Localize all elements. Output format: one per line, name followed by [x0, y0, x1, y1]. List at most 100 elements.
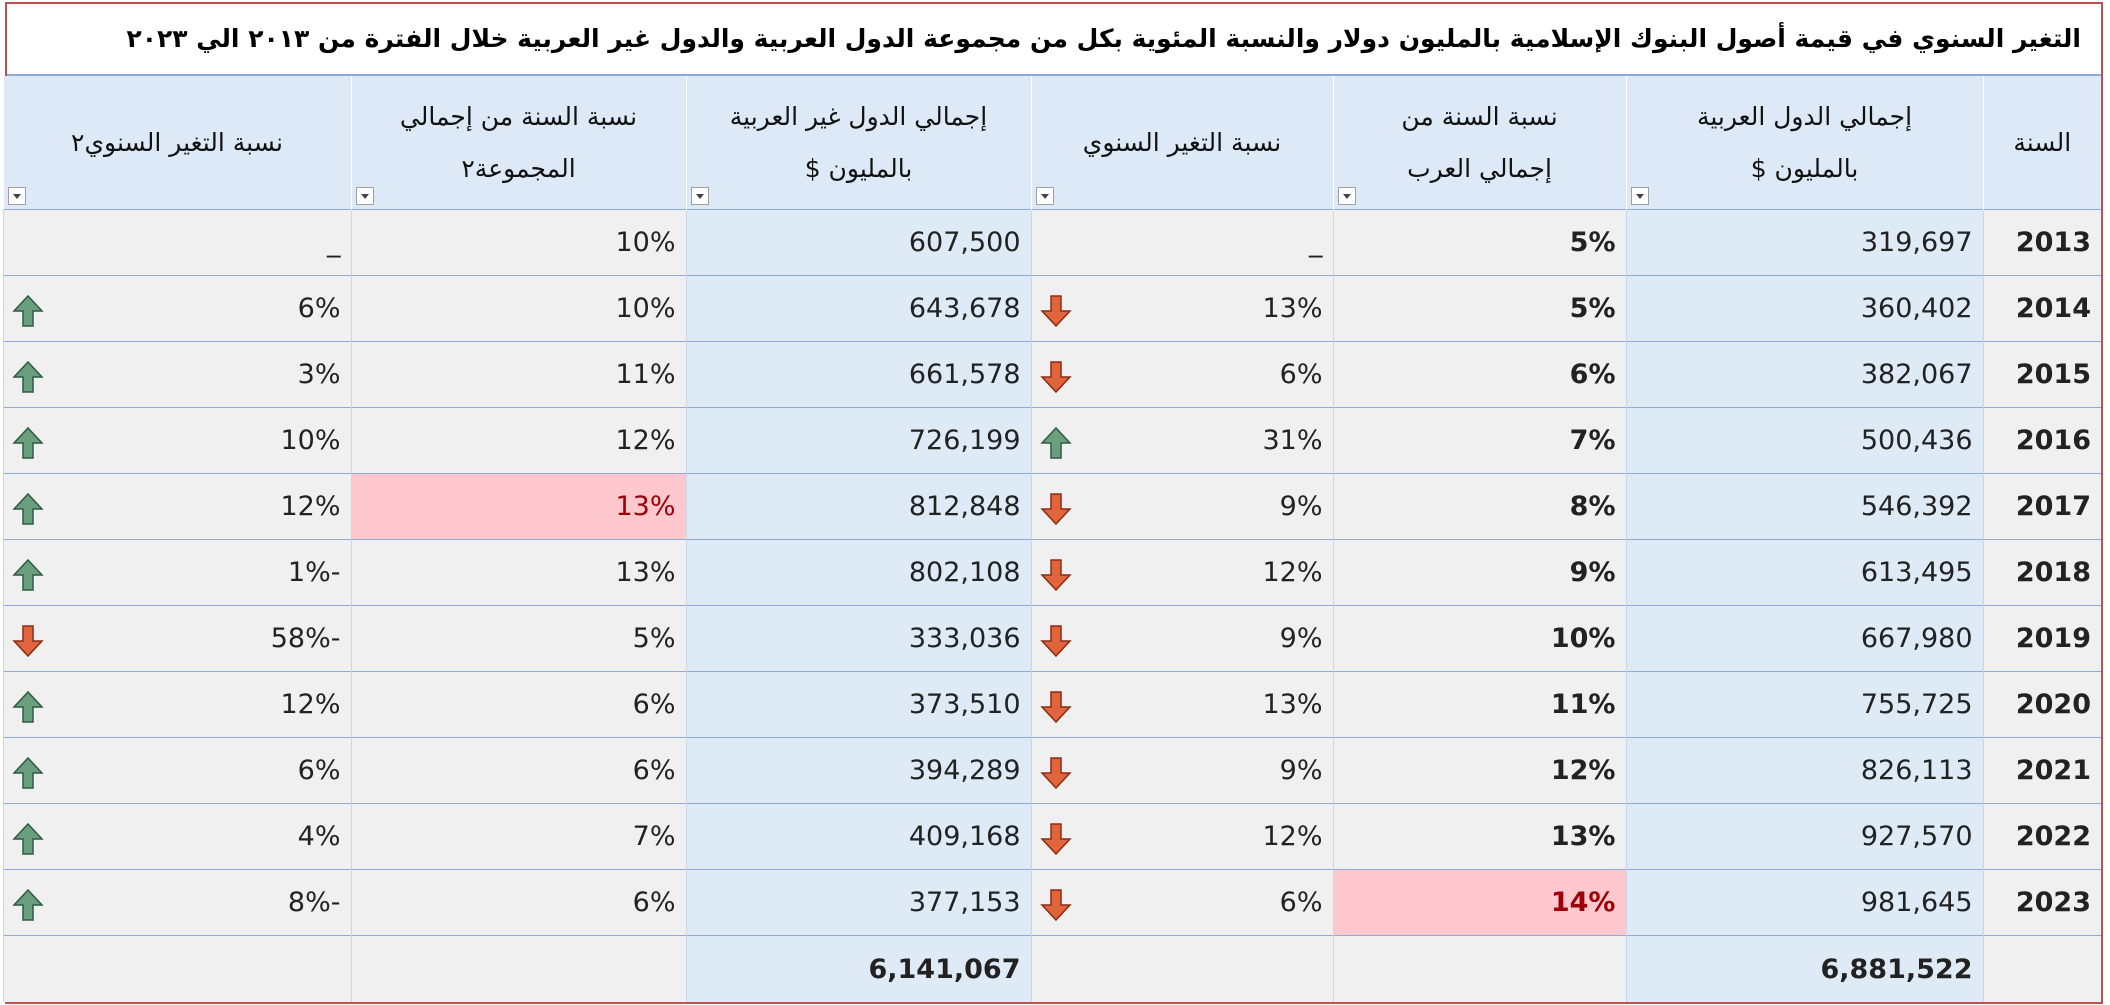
data-row: 2023 981,645 14% 6% 377,153 6% -8% — [2, 869, 2101, 936]
arrow-up-icon — [11, 558, 44, 591]
value-cell: 11% — [350, 341, 686, 408]
year-cell: 2018 — [1982, 539, 2101, 606]
column-header: السنة — [1982, 76, 2101, 210]
value-cell: 726,199 — [685, 407, 1031, 474]
header-line: المجموعة٢ — [461, 153, 576, 183]
filter-button[interactable] — [7, 187, 26, 205]
value-cell: 12% — [350, 407, 686, 474]
filter-button[interactable] — [1035, 187, 1054, 205]
year-cell: 2014 — [1982, 275, 2101, 342]
value-cell: 9% — [1030, 473, 1333, 540]
arrow-shape — [1039, 823, 1072, 856]
value-cell: 755,725 — [1625, 671, 1983, 738]
arrow-down-icon — [1039, 889, 1072, 922]
value-cell: 382,067 — [1625, 341, 1983, 408]
year-cell: 2017 — [1982, 473, 2101, 540]
arrow-shape — [11, 294, 44, 327]
data-row: 2022 927,570 13% 12% 409,168 7% 4% — [2, 803, 2101, 870]
filter-button[interactable] — [355, 187, 374, 205]
value-cell: 643,678 — [685, 275, 1031, 342]
year-cell: 2019 — [1982, 605, 2101, 672]
value-cell: 13% — [350, 473, 686, 540]
arrow-down-icon — [11, 625, 44, 658]
cell — [1030, 935, 1333, 1002]
value-cell: 6% — [350, 869, 686, 936]
value-cell: 6% — [1332, 341, 1626, 408]
data-row: 2013 319,697 5% _ 607,500 10% _ — [2, 209, 2101, 276]
header-line: إجمالي الدول غير العربية — [729, 101, 988, 131]
arrow-down-icon — [1039, 757, 1072, 790]
column-header: نسبة التغير السنوي٢ — [2, 76, 351, 210]
arrow-shape — [11, 756, 44, 789]
value-cell: 10% — [1332, 605, 1626, 672]
header-line: نسبة التغير السنوي — [1082, 127, 1282, 157]
year-cell: 2023 — [1982, 869, 2101, 936]
arab-total: 6,881,522 — [1625, 935, 1983, 1002]
arrow-up-icon — [11, 822, 44, 855]
arrow-shape — [1039, 691, 1072, 724]
non-arab-total: 6,141,067 — [685, 935, 1031, 1002]
arrow-up-icon — [11, 360, 44, 393]
value-cell: -58% — [2, 605, 351, 672]
filter-button[interactable] — [1630, 187, 1649, 205]
filter-button[interactable] — [690, 187, 709, 205]
column-header: إجمالي الدول العربية بالمليون $ — [1625, 76, 1983, 210]
data-row: 2015 382,067 6% 6% 661,578 11% 3% — [2, 341, 2101, 408]
value-cell: 4% — [2, 803, 351, 870]
header-line: إجمالي الدول العربية — [1696, 101, 1913, 131]
value-cell: 12% — [2, 473, 351, 540]
header-line: السنة — [2013, 127, 2072, 157]
cell — [1982, 935, 2101, 1002]
value-cell: 373,510 — [685, 671, 1031, 738]
arrow-shape — [11, 690, 44, 723]
arrow-shape — [1039, 757, 1072, 790]
arrow-down-icon — [1039, 625, 1072, 658]
year-cell: 2013 — [1982, 209, 2101, 276]
arrow-up-icon — [11, 492, 44, 525]
year-cell: 2020 — [1982, 671, 2101, 738]
arrow-up-icon — [11, 690, 44, 723]
value-cell: 546,392 — [1625, 473, 1983, 540]
value-cell: 8% — [1332, 473, 1626, 540]
arrow-up-icon — [11, 756, 44, 789]
arrow-shape — [11, 888, 44, 921]
arrow-down-icon — [1039, 559, 1072, 592]
value-cell: 6% — [2, 275, 351, 342]
value-cell: 6% — [1030, 869, 1333, 936]
data-row: 2020 755,725 11% 13% 373,510 6% 12% — [2, 671, 2101, 738]
filter-button[interactable] — [1337, 187, 1356, 205]
cell — [350, 935, 686, 1002]
value-cell: 319,697 — [1625, 209, 1983, 276]
arrow-shape — [1039, 889, 1072, 922]
value-cell: 812,848 — [685, 473, 1031, 540]
value-cell: 377,153 — [685, 869, 1031, 936]
value-cell: _ — [2, 209, 351, 276]
column-header: نسبة السنة من إجمالي العرب — [1332, 76, 1626, 210]
value-cell: 13% — [1332, 803, 1626, 870]
arrow-down-icon — [1039, 295, 1072, 328]
value-cell: -1% — [2, 539, 351, 606]
value-cell: 9% — [1332, 539, 1626, 606]
data-row: 2014 360,402 5% 13% 643,678 10% 6% — [2, 275, 2101, 342]
arrow-shape — [11, 822, 44, 855]
value-cell: 12% — [1332, 737, 1626, 804]
value-cell: 9% — [1030, 605, 1333, 672]
value-cell: 661,578 — [685, 341, 1031, 408]
value-cell: 14% — [1332, 869, 1626, 936]
value-cell: 6% — [2, 737, 351, 804]
header-line: نسبة السنة من إجمالي — [399, 101, 638, 131]
value-cell: 7% — [1332, 407, 1626, 474]
arrow-shape — [1039, 493, 1072, 526]
value-cell: 607,500 — [685, 209, 1031, 276]
value-cell: 13% — [1030, 671, 1333, 738]
value-cell: 13% — [1030, 275, 1333, 342]
value-cell: 333,036 — [685, 605, 1031, 672]
data-row: 2017 546,392 8% 9% 812,848 13% 12% — [2, 473, 2101, 540]
table-title: التغير السنوي في قيمة أصول البنوك الإسلا… — [7, 4, 2101, 76]
arrow-down-icon — [1039, 493, 1072, 526]
arrow-shape — [11, 360, 44, 393]
data-row: 2018 613,495 9% 12% 802,108 13% -1% — [2, 539, 2101, 606]
